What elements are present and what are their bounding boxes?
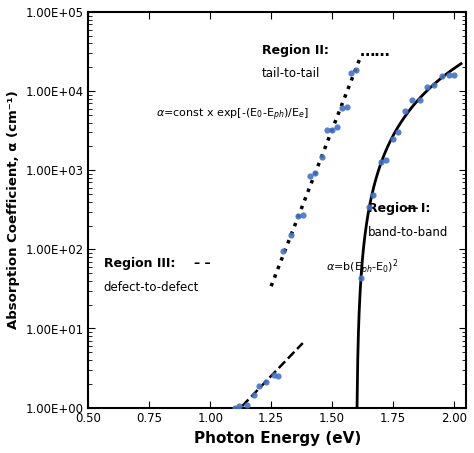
Text: —: — xyxy=(406,202,418,215)
Point xyxy=(294,212,301,219)
Point xyxy=(333,123,341,130)
Text: ……: …… xyxy=(360,43,391,58)
Point xyxy=(250,391,258,398)
Text: – –: – – xyxy=(194,257,211,270)
Point xyxy=(328,127,336,134)
Point xyxy=(430,81,438,88)
Point xyxy=(319,154,326,161)
Point xyxy=(207,440,214,447)
Point xyxy=(445,72,453,79)
Point xyxy=(394,129,401,136)
Point xyxy=(231,405,238,412)
Point xyxy=(370,191,377,198)
Point xyxy=(270,371,277,378)
Point xyxy=(347,70,355,77)
Point xyxy=(382,156,389,163)
Text: $\alpha$=b(E$_{ph}$-E$_0$)$^2$: $\alpha$=b(E$_{ph}$-E$_0$)$^2$ xyxy=(326,257,399,278)
Point xyxy=(216,425,224,433)
Point xyxy=(450,72,457,79)
Point xyxy=(263,379,270,386)
Point xyxy=(287,232,294,239)
Text: band-to-band: band-to-band xyxy=(368,226,448,239)
Text: Region I:: Region I: xyxy=(368,202,430,215)
Text: tail-to-tail: tail-to-tail xyxy=(262,67,320,80)
Point xyxy=(438,72,446,79)
Point xyxy=(416,96,423,103)
Point xyxy=(306,172,314,179)
Point xyxy=(274,373,282,380)
Text: Region II:: Region II: xyxy=(262,43,329,57)
Point xyxy=(311,169,319,176)
Point xyxy=(338,104,346,111)
Point xyxy=(194,448,202,453)
Point xyxy=(357,274,365,281)
Point xyxy=(353,67,360,74)
Point xyxy=(211,431,219,438)
Text: defect-to-defect: defect-to-defect xyxy=(104,281,199,294)
Point xyxy=(280,248,287,255)
Point xyxy=(255,382,263,390)
Point xyxy=(243,401,251,409)
Point xyxy=(409,96,416,103)
Point xyxy=(323,126,331,133)
Point xyxy=(223,428,231,435)
X-axis label: Photon Energy (eV): Photon Energy (eV) xyxy=(193,431,361,446)
Point xyxy=(343,103,350,111)
Point xyxy=(389,135,397,142)
Point xyxy=(199,441,207,448)
Point xyxy=(423,84,431,91)
Point xyxy=(377,158,384,165)
Point xyxy=(299,211,307,218)
Point xyxy=(236,402,243,409)
Point xyxy=(401,107,409,114)
Y-axis label: Absorption Coefficient, α (cm⁻¹): Absorption Coefficient, α (cm⁻¹) xyxy=(7,91,20,329)
Text: $\alpha$=const x exp[-(E$_0$-E$_{ph}$)/E$_e$]: $\alpha$=const x exp[-(E$_0$-E$_{ph}$)/E… xyxy=(156,107,310,123)
Text: Region III:: Region III: xyxy=(104,257,175,270)
Point xyxy=(365,204,372,211)
